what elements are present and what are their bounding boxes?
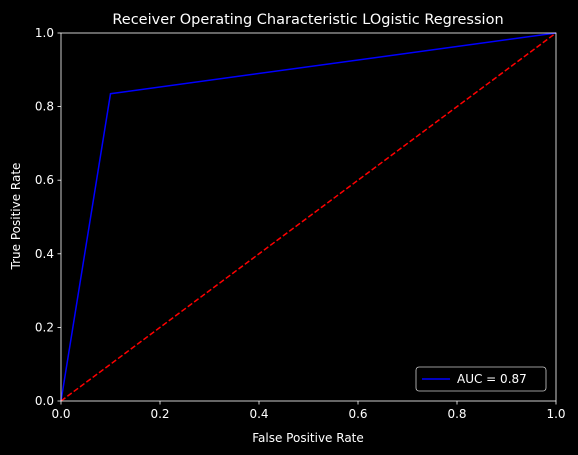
plot-area — [60, 32, 557, 402]
x-tick-label: 0.6 — [348, 407, 367, 421]
x-tick-label: 0.0 — [51, 407, 70, 421]
roc-curve-line — [60, 32, 557, 402]
x-axis-ticks: 0.0 0.2 0.4 0.6 0.8 1.0 — [51, 401, 566, 421]
legend-box — [415, 366, 547, 392]
y-axis-label: True Positive Rate — [9, 163, 23, 271]
y-tick-label: 1.0 — [35, 26, 54, 40]
y-axis-ticks: 0.0 0.2 0.4 0.6 0.8 1.0 — [35, 26, 61, 408]
chance-diagonal-line — [60, 32, 557, 402]
x-tick-label: 1.0 — [546, 407, 565, 421]
x-tick-label: 0.2 — [150, 407, 169, 421]
y-tick-label: 0.2 — [35, 320, 54, 334]
y-tick-label: 0.4 — [35, 247, 54, 261]
y-tick-label: 0.6 — [35, 173, 54, 187]
legend: AUC = 0.87 — [415, 366, 547, 392]
plot-frame — [60, 32, 557, 402]
y-tick-label: 0.8 — [35, 100, 54, 114]
chart-title: Receiver Operating Characteristic LOgist… — [112, 12, 503, 28]
y-tick-label: 0.0 — [35, 394, 54, 408]
x-axis-label: False Positive Rate — [252, 431, 364, 445]
x-tick-label: 0.4 — [249, 407, 268, 421]
x-tick-label: 0.8 — [447, 407, 466, 421]
legend-label: AUC = 0.87 — [457, 372, 527, 386]
